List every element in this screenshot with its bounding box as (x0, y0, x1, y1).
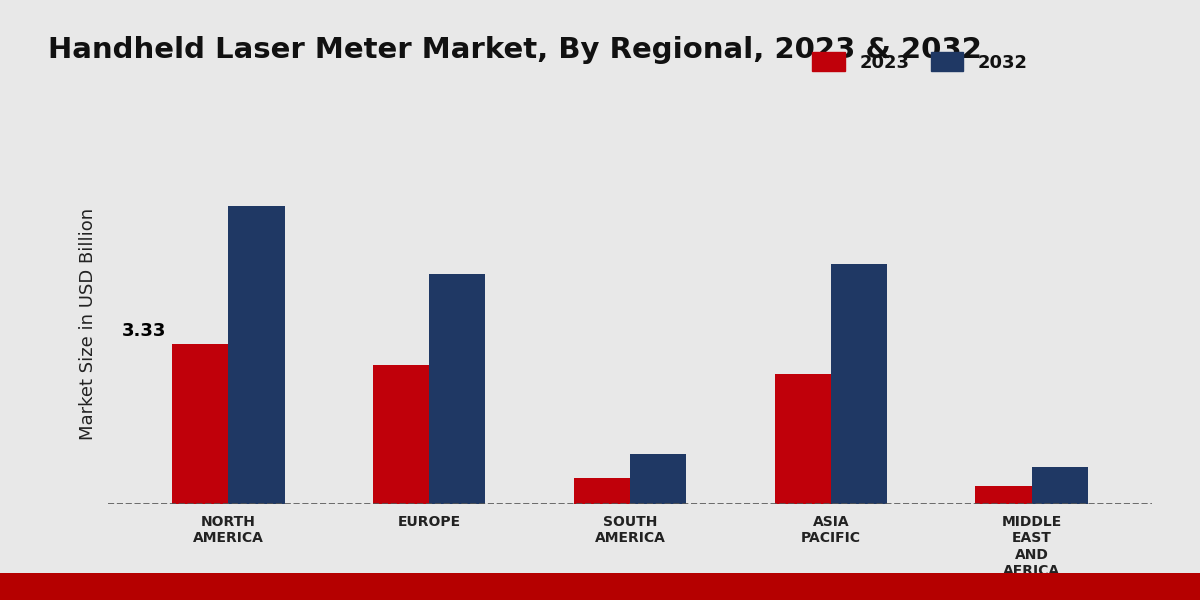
Bar (774, 374, 830, 504)
Bar (630, 454, 686, 504)
Bar (373, 365, 430, 504)
Y-axis label: Market Size in USD Billion: Market Size in USD Billion (79, 208, 97, 440)
Bar (173, 344, 228, 504)
Bar (830, 264, 887, 504)
Bar (1032, 467, 1087, 504)
Bar (430, 274, 486, 504)
Legend: 2023, 2032: 2023, 2032 (805, 45, 1034, 79)
Text: 3.33: 3.33 (122, 322, 167, 340)
Text: Handheld Laser Meter Market, By Regional, 2023 & 2032: Handheld Laser Meter Market, By Regional… (48, 36, 982, 64)
Bar (976, 486, 1032, 504)
Bar (228, 206, 284, 504)
Bar (574, 478, 630, 504)
